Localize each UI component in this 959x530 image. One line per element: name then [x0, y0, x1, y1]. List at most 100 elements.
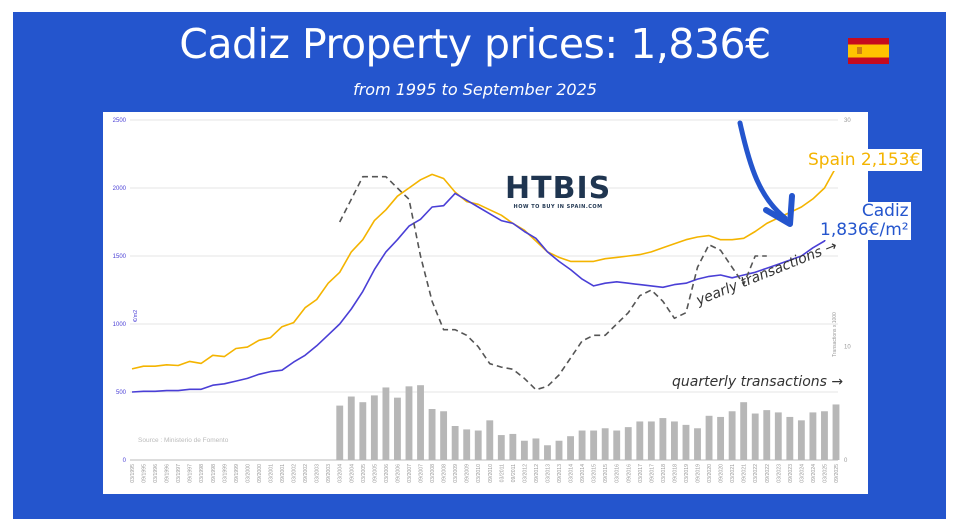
- y-tick-label: 500: [116, 390, 127, 396]
- x-tick-label: 09/1998: [211, 464, 217, 483]
- x-tick-label: 03/2024: [799, 464, 805, 483]
- x-tick-label: 09/2009: [465, 464, 471, 483]
- quarterly-bar: [440, 411, 448, 460]
- arrow-icon: [737, 120, 795, 227]
- x-tick-label: 09/2017: [649, 464, 655, 483]
- quarterly-bar: [394, 397, 401, 460]
- quarterly-bar: [624, 427, 632, 460]
- quarterly-bar: [370, 395, 378, 460]
- x-tick-label: 03/2012: [522, 464, 528, 483]
- x-tick-label: 09/1996: [165, 464, 171, 483]
- price-chart: 0 500 1000 1500 2000 2500 0 10 30 €/m2 Transaction…: [113, 118, 852, 483]
- quarterly-bar: [809, 412, 817, 460]
- x-tick-label: 09/2006: [395, 464, 401, 483]
- x-tick-label: 09/2000: [257, 464, 263, 483]
- quarterly-bar: [451, 426, 459, 460]
- quarterly-bar: [590, 430, 598, 460]
- y-tick-label: 0: [123, 458, 127, 464]
- quarterly-bar: [821, 411, 828, 460]
- x-tick-label: 03/2003: [315, 464, 321, 483]
- quarterly-bar: [717, 416, 725, 460]
- y2-axis-title: Transactions x 1000: [832, 312, 838, 357]
- y-tick-label: 2500: [113, 118, 127, 124]
- x-tick-label: 09/2002: [303, 464, 309, 483]
- x-tick-label: 09/2025: [834, 464, 840, 483]
- quarterly-bar: [417, 385, 424, 460]
- quarterly-bar: [705, 415, 713, 460]
- x-tick-label: 09/2001: [280, 464, 286, 483]
- x-tick-label: 09/2012: [534, 464, 540, 483]
- x-tick-label: 03/2018: [661, 464, 667, 483]
- x-tick-label: 03/2005: [361, 464, 367, 483]
- htbis-logo: HTBIS HOW TO BUY IN SPAIN.COM: [505, 171, 612, 211]
- x-tick-label: 03/2014: [569, 464, 575, 483]
- quarterly-bar: [740, 402, 748, 460]
- x-tick-label: 09/2013: [557, 464, 563, 483]
- quarterly-bar: [578, 430, 586, 460]
- quarterly-bar: [555, 440, 563, 460]
- quarterly-bar: [751, 413, 759, 460]
- x-tick-label: 03/2020: [707, 464, 713, 483]
- x-tick-label: 03/2001: [268, 464, 274, 483]
- quarterly-bar: [532, 438, 540, 460]
- quarterly-bar: [520, 440, 528, 460]
- x-tick-label: 03/1997: [176, 464, 182, 483]
- quarterly-bar: [682, 424, 690, 460]
- x-tick-label: 09/2021: [742, 464, 748, 483]
- quarterly-bar: [774, 412, 782, 460]
- x-tick-label: 03/2016: [615, 464, 621, 483]
- x-tick-label: 03/1995: [130, 464, 136, 483]
- x-tick-label: 09/2010: [488, 464, 494, 483]
- y2-tick-label: 30: [844, 118, 851, 124]
- spain-price-label: Spain 2,153€: [806, 149, 923, 171]
- y2-tick-label: 10: [844, 345, 851, 351]
- x-tick-label: 03/2011: [499, 464, 505, 482]
- quarterly-bar: [474, 430, 482, 460]
- quarterly-bar: [797, 420, 805, 460]
- x-tick-label: 03/2015: [592, 464, 598, 483]
- y-tick-label: 1500: [113, 254, 127, 260]
- quarterly-bar: [636, 421, 644, 460]
- x-tick-label: 09/2023: [788, 464, 794, 483]
- quarterly-bar: [497, 435, 505, 460]
- quarterly-bar: [463, 429, 471, 460]
- quarterly-bar: [786, 416, 794, 460]
- quarterly-transactions-label: quarterly transactions →: [672, 374, 844, 390]
- y-tick-label: 1000: [113, 322, 127, 328]
- quarterly-bar: [382, 387, 390, 460]
- x-tick-label: 09/2004: [349, 464, 355, 483]
- x-tick-label: 09/2007: [419, 464, 425, 483]
- quarterly-bar: [486, 420, 494, 460]
- x-tick-label: 09/2016: [626, 464, 632, 483]
- x-tick-label: 09/2015: [603, 464, 609, 483]
- x-tick-label: 09/2011: [511, 464, 517, 482]
- x-tick-label: 09/2008: [442, 464, 448, 483]
- x-tick-label: 09/2018: [672, 464, 678, 483]
- spain-flag-icon: [848, 38, 889, 64]
- x-tick-label: 09/2020: [719, 464, 725, 483]
- x-tick-label: 03/2019: [684, 464, 690, 483]
- quarterly-bar: [613, 430, 621, 460]
- quarterly-bar: [647, 421, 655, 460]
- x-tick-label: 03/1999: [222, 464, 228, 483]
- x-tick-label: 03/2000: [245, 464, 251, 483]
- quarterly-bar: [428, 409, 436, 460]
- x-tick-label: 09/2003: [326, 464, 332, 483]
- cadiz-label-value: 1,836€/m²: [820, 220, 909, 240]
- quarterly-bar: [336, 405, 344, 460]
- yearly-transactions-x-line: [338, 175, 767, 391]
- x-tick-label: 09/2014: [580, 464, 586, 483]
- x-tick-label: 03/2017: [638, 464, 644, 483]
- x-tick-label: 09/1995: [142, 464, 148, 483]
- chart-area: 0 500 1000 1500 2000 2500 0 10 30 €/m2 Transaction…: [103, 112, 868, 494]
- x-tick-label: 03/2021: [730, 464, 736, 483]
- cadiz-price-label: Cadiz 1,836€/m²: [818, 202, 911, 240]
- x-tick-label: 03/2006: [384, 464, 390, 483]
- spain-m-line: [131, 166, 837, 370]
- x-tick-label: 03/2007: [407, 464, 413, 483]
- quarterly-bar: [601, 428, 609, 460]
- quarterly-bar: [405, 386, 413, 460]
- x-tick-label: 09/2024: [811, 464, 817, 483]
- quarterly-bar: [832, 404, 840, 460]
- cadiz-m-line: [131, 192, 837, 393]
